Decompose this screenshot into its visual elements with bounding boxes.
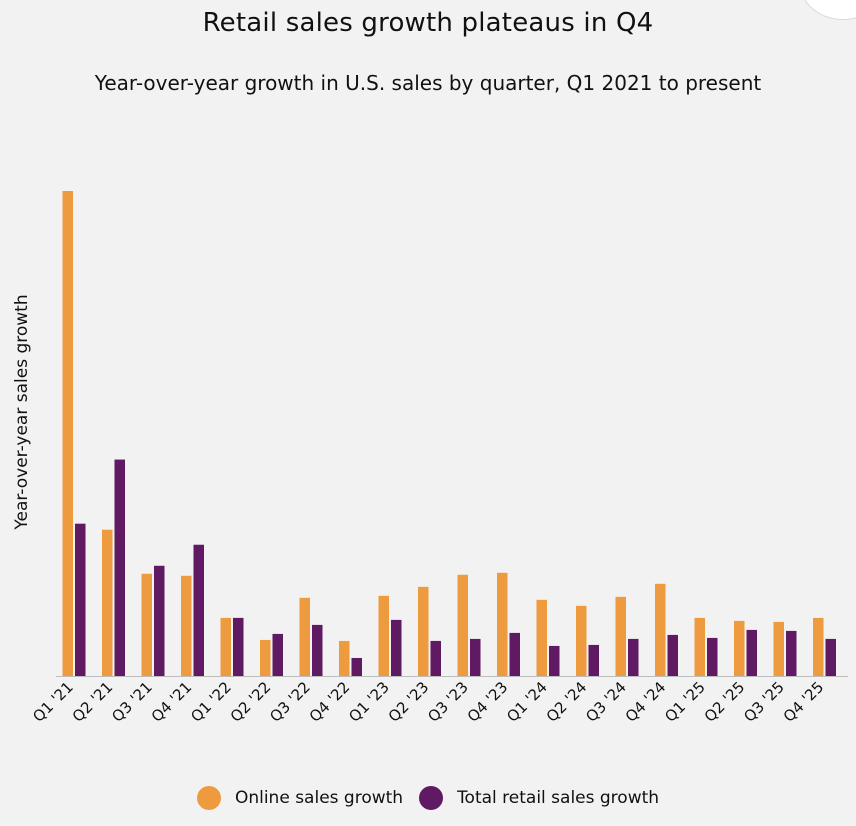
x-tick-label: Q2 '22: [227, 678, 275, 726]
bar-total-12: [549, 645, 560, 676]
bar-total-6: [312, 624, 323, 676]
legend-swatch-online: [196, 786, 221, 810]
bar-total-9: [430, 640, 441, 676]
bar-total-2: [154, 565, 165, 676]
x-tick-label: Q4 '25: [780, 678, 828, 726]
bar-total-5: [272, 633, 283, 676]
bar-online-17: [734, 620, 745, 676]
bar-total-10: [470, 638, 481, 676]
legend: Online sales growth Total retail sales g…: [0, 786, 856, 810]
x-tick-label: Q3 '25: [740, 678, 788, 726]
x-tick-label: Q3 '24: [582, 678, 630, 726]
x-tick-label: Q3 '22: [266, 678, 314, 726]
bar-total-4: [233, 617, 244, 676]
bar-online-11: [497, 572, 508, 676]
legend-label-online: Online sales growth: [234, 788, 404, 808]
bar-online-6: [299, 597, 310, 676]
legend-item-total[interactable]: Total retail sales growth: [419, 786, 659, 810]
bar-online-8: [378, 595, 389, 676]
bar-online-13: [576, 605, 587, 676]
x-tick-label: Q1 '21: [29, 678, 77, 726]
bar-total-13: [588, 644, 599, 676]
x-tick-label: Q1 '22: [187, 678, 235, 726]
chart-subtitle: Year-over-year growth in U.S. sales by q…: [94, 71, 762, 95]
x-tick-label: Q1 '23: [345, 678, 393, 726]
bar-online-16: [694, 617, 705, 676]
bar-total-1: [114, 459, 125, 676]
bar-online-12: [536, 599, 547, 676]
x-tick-label: Q1 '25: [661, 678, 709, 726]
x-tick-label: Q4 '22: [306, 678, 354, 726]
x-tick-label: Q2 '23: [385, 678, 433, 726]
bar-online-5: [260, 639, 271, 676]
bar-online-7: [339, 640, 350, 676]
x-tick-label: Q2 '25: [701, 678, 749, 726]
bar-online-0: [62, 191, 73, 676]
bar-total-7: [351, 657, 362, 676]
x-tick-label: Q3 '23: [424, 678, 472, 726]
bar-online-3: [181, 575, 192, 676]
bar-online-14: [615, 596, 626, 676]
x-tick-label: Q4 '21: [148, 678, 196, 726]
bar-total-19: [825, 638, 836, 676]
legend-label-total: Total retail sales growth: [457, 788, 660, 808]
bar-online-1: [102, 529, 113, 676]
bar-total-0: [75, 523, 86, 676]
x-tick-label: Q4 '23: [464, 678, 512, 726]
bar-total-17: [746, 629, 757, 676]
bar-online-19: [813, 617, 824, 676]
bar-total-15: [667, 634, 678, 676]
bar-online-2: [141, 573, 152, 676]
bar-total-16: [707, 637, 718, 676]
bar-total-3: [193, 544, 204, 676]
chart-title: Retail sales growth plateaus in Q4: [202, 8, 654, 38]
x-tick-label: Q2 '24: [543, 678, 591, 726]
bar-total-8: [391, 619, 402, 676]
bar-online-15: [655, 583, 666, 676]
bar-online-18: [773, 621, 784, 676]
bar-online-10: [457, 574, 468, 676]
legend-swatch-total: [419, 786, 444, 810]
bar-online-4: [220, 617, 231, 676]
x-tick-label: Q2 '21: [69, 678, 117, 726]
bar-total-18: [786, 630, 797, 676]
bar-online-9: [418, 586, 429, 676]
x-tick-label: Q4 '24: [622, 678, 670, 726]
bar-total-14: [628, 638, 639, 676]
bar-total-11: [509, 632, 520, 676]
x-tick-label: Q1 '24: [503, 678, 551, 726]
legend-item-online[interactable]: Online sales growth: [196, 786, 404, 810]
x-tick-label: Q3 '21: [108, 678, 156, 726]
